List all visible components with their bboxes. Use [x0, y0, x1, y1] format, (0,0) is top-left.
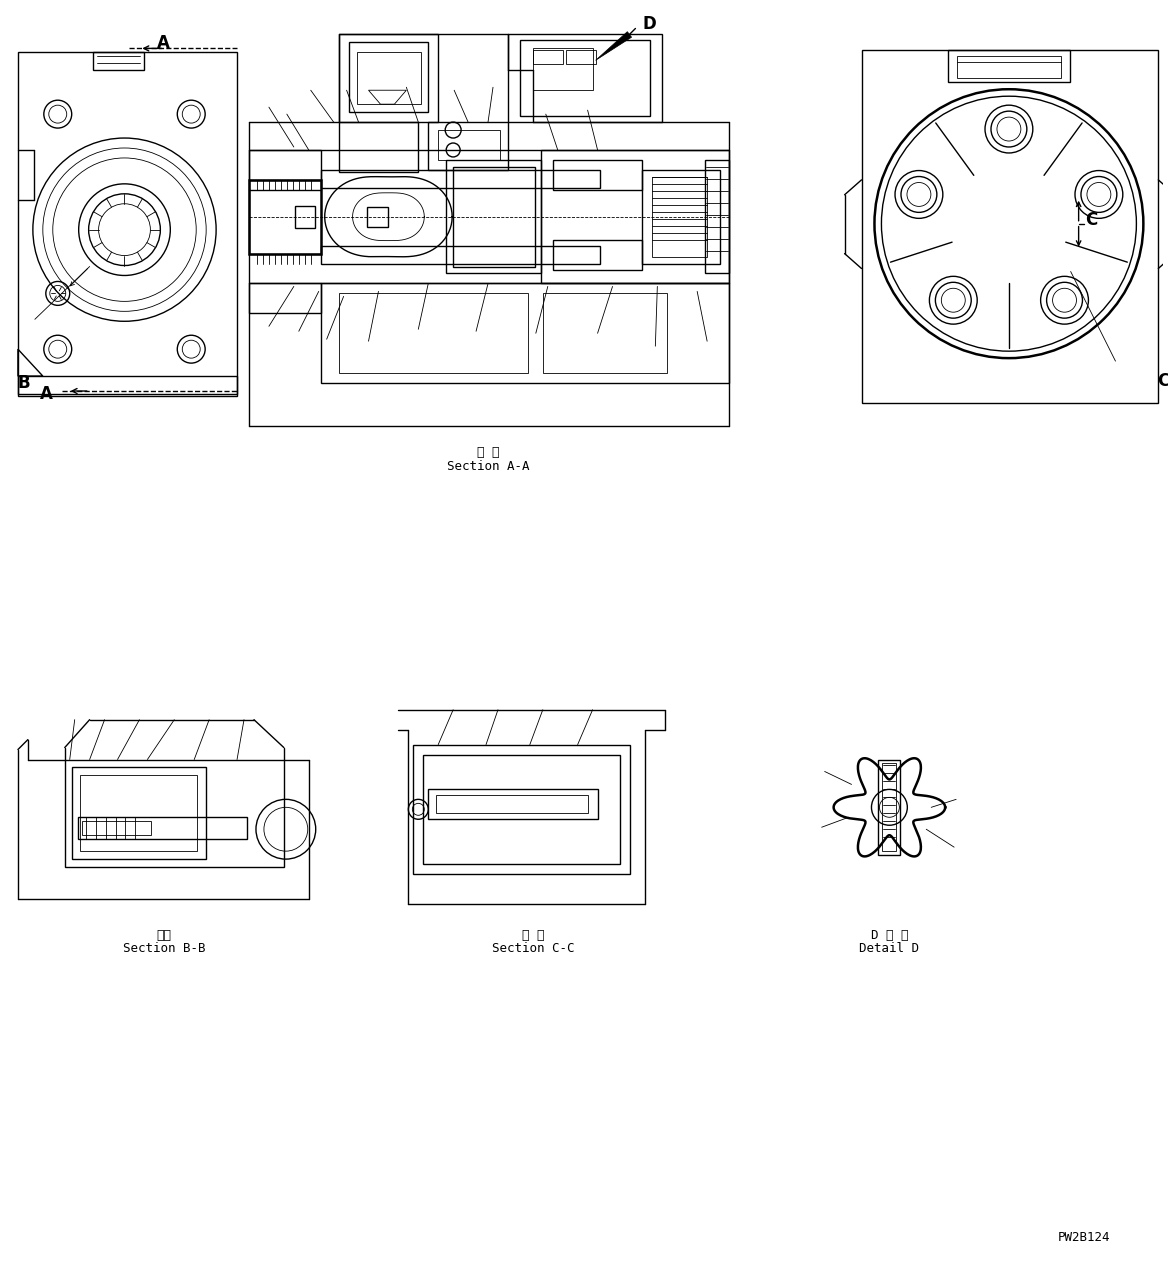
Text: 断面: 断面 [157, 929, 172, 942]
Text: D: D [642, 15, 656, 33]
Bar [339, 122, 418, 172]
Bar [294, 206, 314, 228]
Bar [413, 745, 631, 874]
Text: 断 面: 断 面 [477, 447, 499, 460]
Text: B: B [18, 374, 30, 392]
Bar [429, 790, 598, 819]
Text: D 詳 細: D 詳 細 [870, 929, 909, 942]
Bar [508, 35, 662, 122]
Bar [339, 293, 528, 372]
Bar [249, 180, 321, 253]
Bar [436, 795, 588, 813]
Text: Detail D: Detail D [860, 942, 919, 955]
Bar [339, 35, 438, 122]
Bar [948, 50, 1070, 82]
Bar [453, 166, 535, 266]
Bar [565, 50, 596, 64]
Text: 断 面: 断 面 [522, 929, 544, 942]
Bar [429, 122, 508, 170]
Bar [92, 52, 145, 70]
Bar [249, 150, 321, 180]
Bar [862, 50, 1159, 403]
Bar [957, 56, 1061, 78]
Text: C: C [1085, 211, 1098, 229]
Bar [541, 150, 729, 283]
Bar [348, 42, 429, 113]
Bar [878, 759, 901, 855]
Bar [321, 283, 729, 383]
Bar [423, 754, 620, 864]
Bar [71, 768, 207, 859]
Bar [321, 246, 599, 264]
Bar [552, 160, 642, 189]
Text: A: A [158, 35, 171, 52]
Bar [78, 818, 246, 840]
Bar [82, 822, 152, 836]
Bar [79, 776, 197, 851]
Bar [533, 50, 563, 64]
Bar [249, 283, 321, 314]
Bar [18, 376, 237, 394]
Text: Section C-C: Section C-C [492, 942, 575, 955]
Bar [520, 41, 651, 116]
Bar [64, 759, 284, 867]
Bar [552, 239, 642, 270]
Polygon shape [596, 32, 632, 60]
Text: Section A-A: Section A-A [447, 461, 529, 474]
Bar [18, 52, 237, 396]
Bar [367, 207, 389, 227]
Bar [356, 52, 422, 104]
Bar [705, 160, 729, 274]
Text: A: A [40, 385, 53, 403]
Bar [543, 293, 667, 372]
Bar [642, 170, 721, 264]
Bar [446, 160, 541, 274]
Bar [883, 763, 896, 851]
Text: PW2B124: PW2B124 [1058, 1231, 1111, 1244]
Bar [438, 131, 500, 160]
Text: Section B-B: Section B-B [123, 942, 206, 955]
Bar [533, 49, 592, 90]
Bar [321, 170, 599, 188]
Text: C: C [1157, 372, 1168, 390]
Bar [653, 177, 707, 256]
